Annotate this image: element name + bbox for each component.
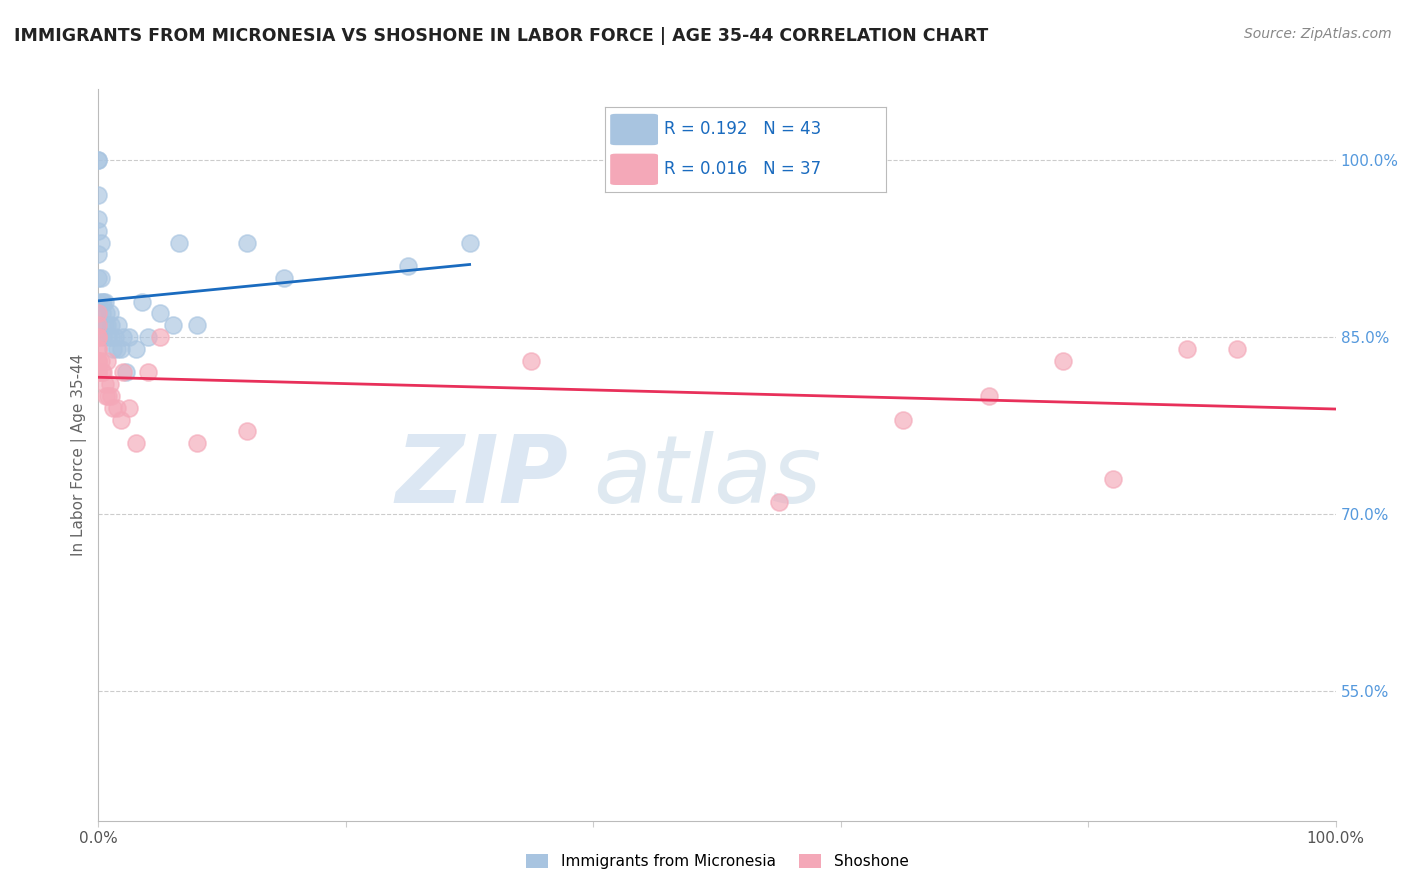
Point bbox=[93, 365, 115, 379]
Legend: Immigrants from Micronesia, Shoshone: Immigrants from Micronesia, Shoshone bbox=[519, 848, 915, 875]
Point bbox=[100, 330, 122, 344]
Point bbox=[236, 235, 259, 250]
Point bbox=[103, 342, 125, 356]
Point bbox=[93, 377, 115, 392]
Point bbox=[87, 153, 110, 167]
Point bbox=[87, 365, 110, 379]
Point bbox=[87, 188, 110, 202]
Point bbox=[87, 224, 110, 238]
Point bbox=[93, 330, 115, 344]
Point bbox=[186, 318, 208, 333]
Point bbox=[87, 306, 110, 320]
Point bbox=[103, 401, 125, 415]
Text: R = 0.192   N = 43: R = 0.192 N = 43 bbox=[664, 120, 821, 138]
Point bbox=[103, 330, 125, 344]
Point bbox=[107, 318, 129, 333]
Point bbox=[87, 353, 110, 368]
Point bbox=[1226, 342, 1249, 356]
Point bbox=[124, 342, 146, 356]
Point bbox=[90, 271, 112, 285]
Point bbox=[87, 318, 110, 333]
Point bbox=[97, 389, 120, 403]
Point bbox=[114, 365, 136, 379]
Point bbox=[520, 353, 543, 368]
Point bbox=[110, 342, 132, 356]
Point bbox=[91, 306, 114, 320]
Point bbox=[87, 153, 110, 167]
Point bbox=[87, 211, 110, 226]
Point bbox=[87, 247, 110, 261]
Text: ZIP: ZIP bbox=[395, 431, 568, 523]
Point bbox=[396, 259, 419, 273]
Point bbox=[97, 330, 120, 344]
Text: atlas: atlas bbox=[593, 432, 821, 523]
Point bbox=[91, 294, 114, 309]
Point bbox=[273, 271, 295, 285]
Point bbox=[136, 365, 159, 379]
Point bbox=[768, 495, 790, 509]
Point bbox=[96, 318, 118, 333]
Point bbox=[87, 330, 110, 344]
Point bbox=[131, 294, 153, 309]
Point bbox=[186, 436, 208, 450]
FancyBboxPatch shape bbox=[610, 153, 658, 185]
Point bbox=[87, 353, 110, 368]
Point bbox=[136, 330, 159, 344]
Y-axis label: In Labor Force | Age 35-44: In Labor Force | Age 35-44 bbox=[72, 354, 87, 556]
Point bbox=[93, 318, 115, 333]
Point bbox=[93, 294, 115, 309]
FancyBboxPatch shape bbox=[610, 114, 658, 145]
Point bbox=[90, 235, 112, 250]
Point bbox=[458, 235, 481, 250]
Point bbox=[98, 377, 121, 392]
Point bbox=[87, 330, 110, 344]
Point bbox=[110, 412, 132, 426]
Point bbox=[87, 342, 110, 356]
Point bbox=[87, 294, 110, 309]
Point bbox=[105, 342, 128, 356]
Point bbox=[100, 318, 122, 333]
Point bbox=[1175, 342, 1198, 356]
Point bbox=[87, 365, 110, 379]
Point bbox=[149, 306, 172, 320]
Point bbox=[87, 318, 110, 333]
Point bbox=[891, 412, 914, 426]
Point bbox=[979, 389, 1001, 403]
Point bbox=[87, 306, 110, 320]
Point bbox=[162, 318, 184, 333]
Point bbox=[124, 436, 146, 450]
Point bbox=[100, 389, 122, 403]
Text: Source: ZipAtlas.com: Source: ZipAtlas.com bbox=[1244, 27, 1392, 41]
Point bbox=[112, 365, 135, 379]
Point bbox=[98, 306, 121, 320]
Point bbox=[118, 330, 141, 344]
Point bbox=[94, 389, 117, 403]
Point bbox=[91, 365, 114, 379]
Point bbox=[90, 353, 112, 368]
Point bbox=[1052, 353, 1074, 368]
Point bbox=[105, 401, 128, 415]
Point bbox=[96, 353, 118, 368]
Point bbox=[87, 271, 110, 285]
Point bbox=[149, 330, 172, 344]
Point bbox=[112, 330, 135, 344]
Point bbox=[1102, 471, 1125, 485]
Text: R = 0.016   N = 37: R = 0.016 N = 37 bbox=[664, 161, 821, 178]
Point bbox=[87, 342, 110, 356]
Point bbox=[94, 306, 117, 320]
Point bbox=[93, 294, 115, 309]
Text: IMMIGRANTS FROM MICRONESIA VS SHOSHONE IN LABOR FORCE | AGE 35-44 CORRELATION CH: IMMIGRANTS FROM MICRONESIA VS SHOSHONE I… bbox=[14, 27, 988, 45]
Point bbox=[236, 425, 259, 439]
Point bbox=[167, 235, 190, 250]
Point bbox=[118, 401, 141, 415]
